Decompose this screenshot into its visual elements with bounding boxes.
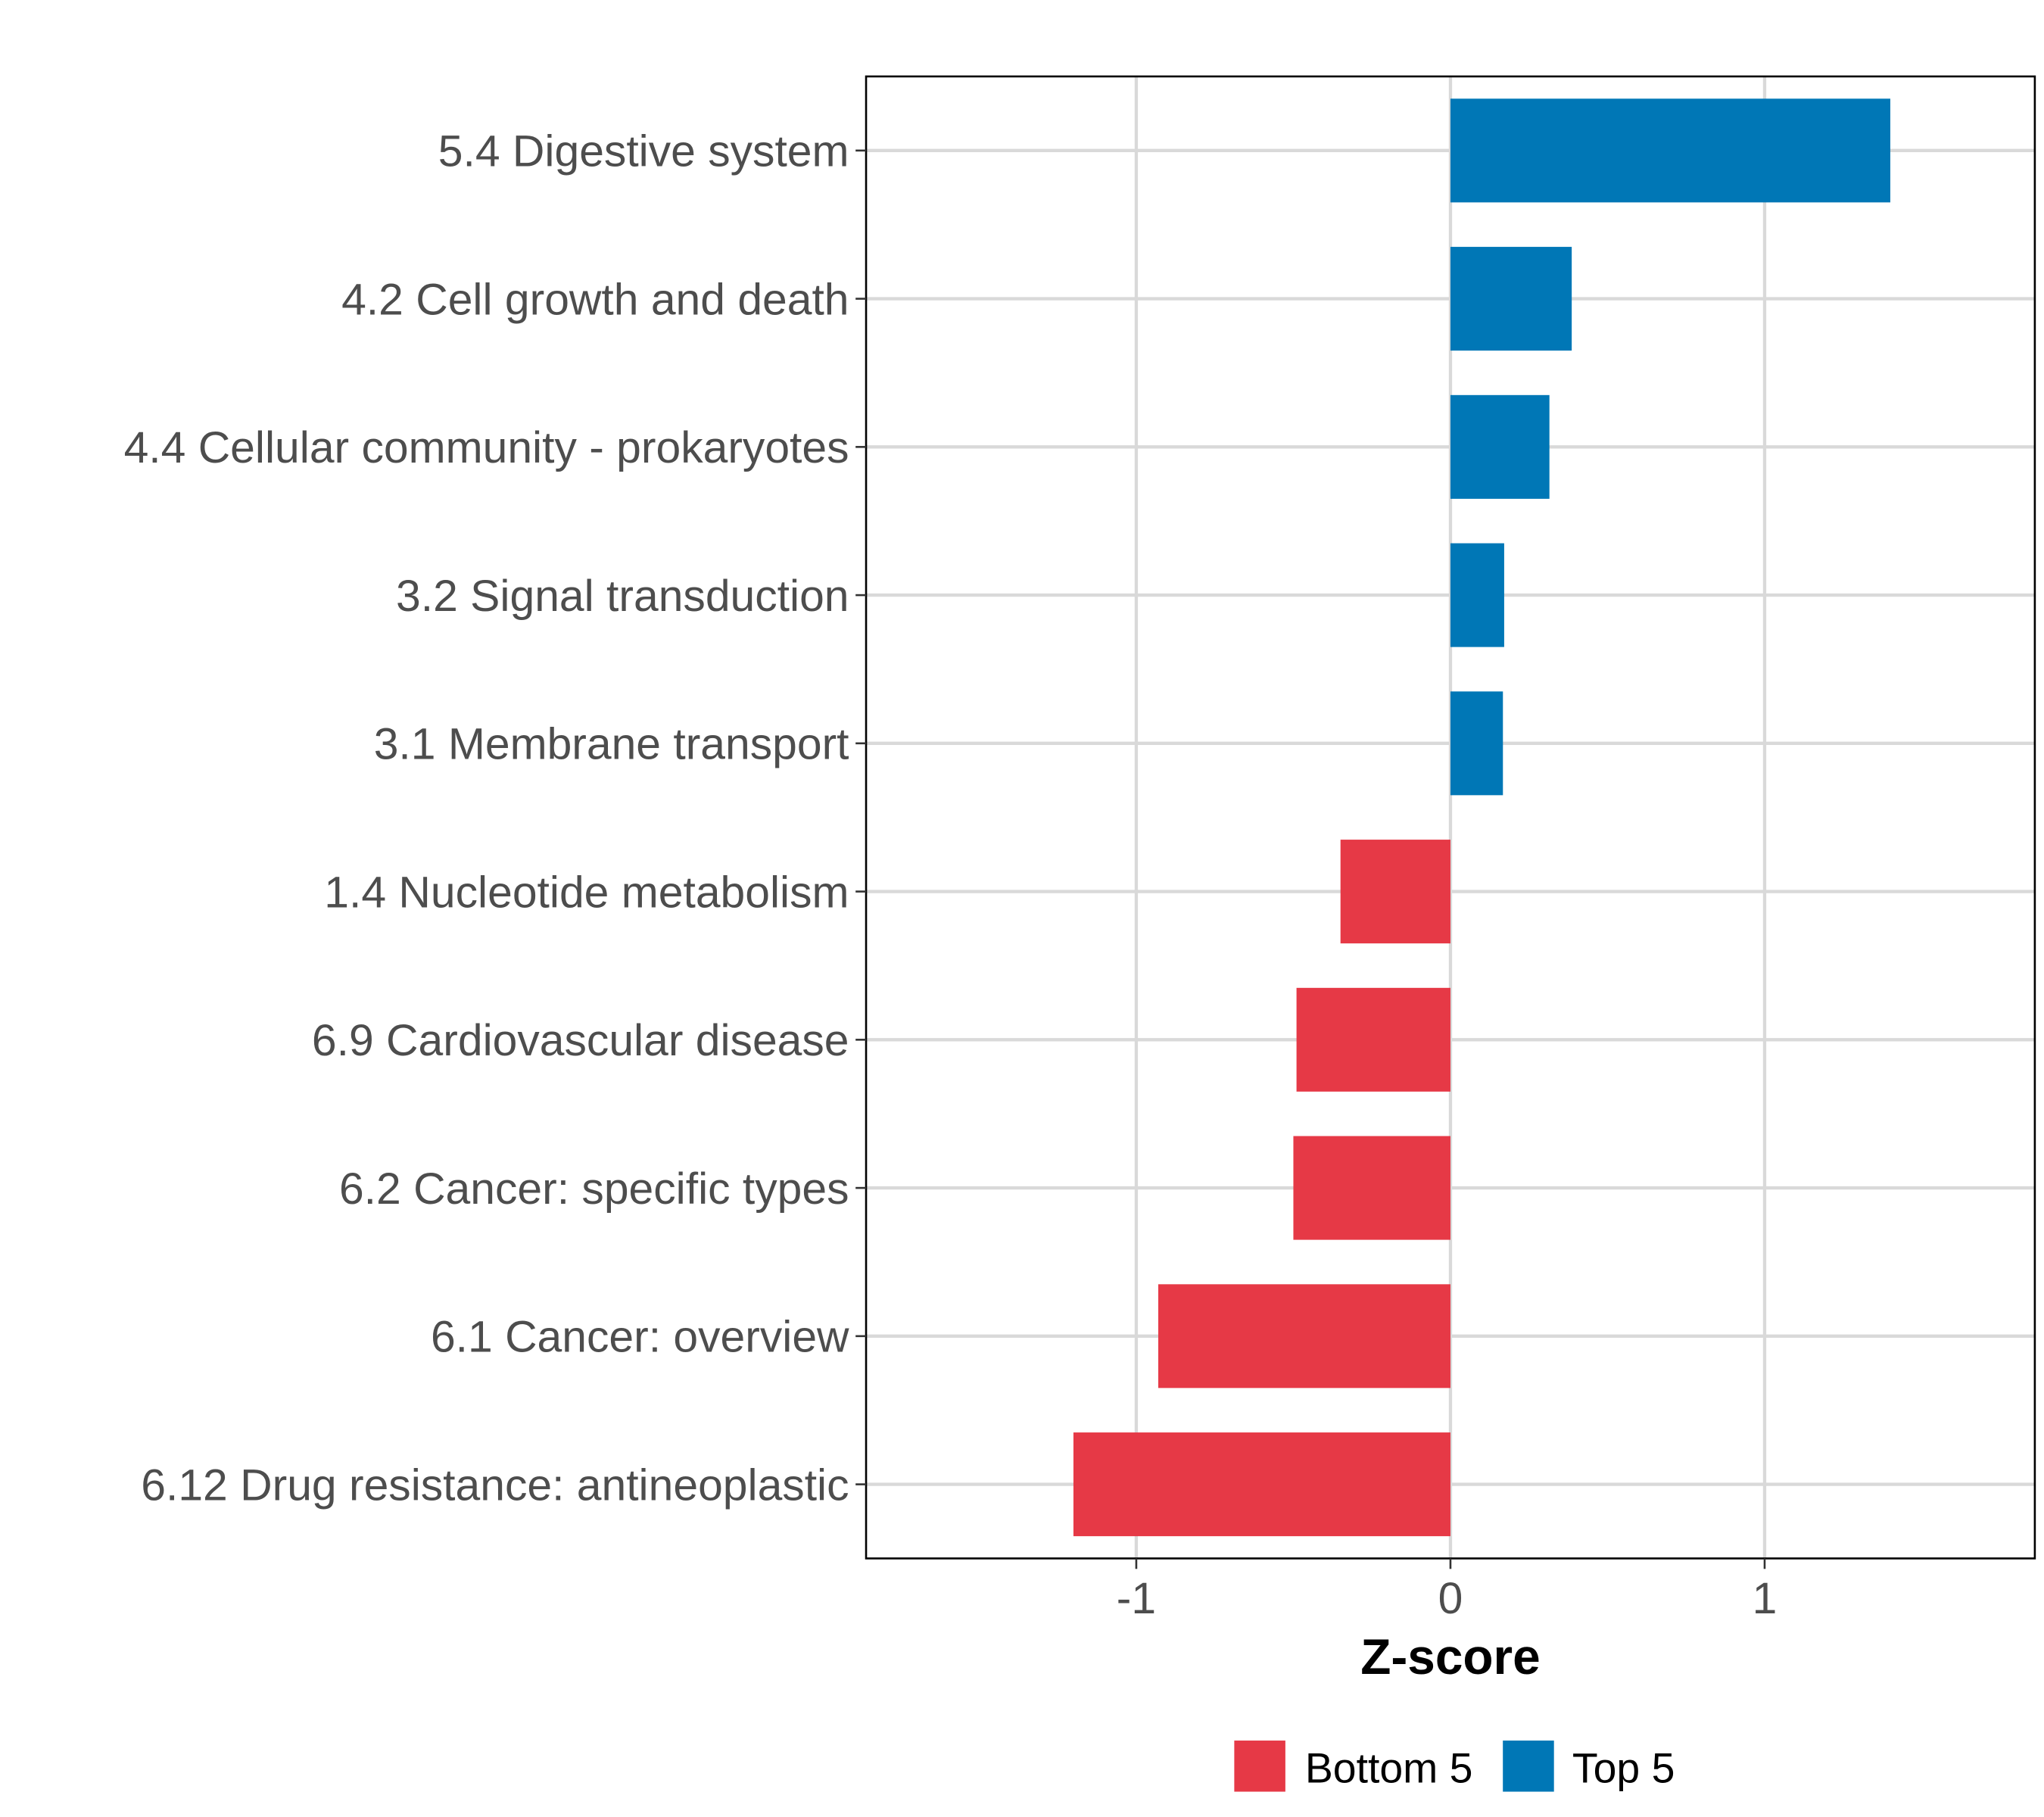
panel-border [865, 75, 2036, 1560]
legend-label-top5: Top 5 [1572, 1744, 1675, 1791]
bar [1296, 987, 1450, 1092]
legend: Bottom 5 Top 5 [1234, 1741, 1675, 1792]
y-tick-label: 6.1 Cancer: overview [431, 1313, 849, 1362]
x-axis-ticks: -1 0 1 [1117, 1558, 1778, 1623]
bar [1450, 247, 1572, 351]
bar [1450, 691, 1503, 796]
bar [1340, 840, 1450, 944]
bar [1450, 543, 1504, 647]
x-tick-label: 1 [1753, 1574, 1778, 1623]
legend-swatch-bottom5 [1234, 1741, 1285, 1792]
y-tick-label: 3.1 Membrane transport [374, 720, 849, 769]
y-tick-label: 6.12 Drug resistance: antineoplastic [141, 1460, 849, 1510]
bars [1073, 98, 1890, 1537]
y-tick-label: 6.9 Cardiovascular disease [312, 1016, 849, 1065]
y-tick-label: 3.2 Signal transduction [396, 572, 849, 621]
x-tick-label: -1 [1117, 1574, 1156, 1623]
legend-label-bottom5: Bottom 5 [1305, 1744, 1473, 1791]
y-tick-label: 4.2 Cell growth and death [341, 275, 849, 324]
x-axis-title: Z-score [1360, 1628, 1541, 1685]
y-tick-label: 4.4 Cellular community - prokaryotes [124, 423, 849, 472]
y-tick-label: 6.2 Cancer: specific types [339, 1164, 849, 1214]
bar [1073, 1432, 1450, 1537]
bar [1158, 1284, 1450, 1388]
y-tick-label: 1.4 Nucleotide metabolism [324, 868, 849, 917]
x-tick-label: 0 [1438, 1574, 1463, 1623]
y-tick-label: 5.4 Digestive system [438, 127, 849, 176]
legend-swatch-top5 [1503, 1741, 1554, 1792]
bar [1450, 98, 1890, 203]
bar [1450, 394, 1550, 499]
bar [1293, 1136, 1450, 1240]
y-axis-labels: 5.4 Digestive system 4.2 Cell growth and … [124, 127, 867, 1510]
